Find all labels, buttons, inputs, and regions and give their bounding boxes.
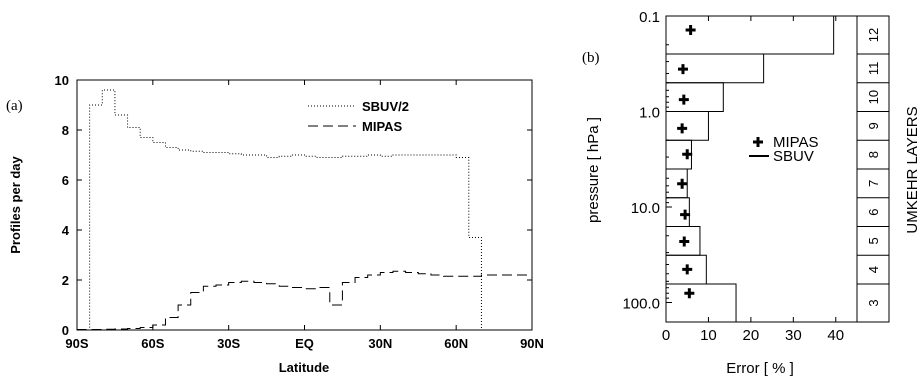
- sbuv-error-bar: [665, 283, 737, 323]
- umkehr-layer-label: 8: [866, 151, 881, 158]
- umkehr-layer-label: 5: [866, 237, 881, 244]
- mipas-marker: [678, 94, 689, 105]
- panel-b-frame: [665, 15, 858, 323]
- series-line-sbuv-2: [77, 89, 532, 331]
- b-y-tick-label: 100.0: [622, 296, 660, 313]
- panel-a-x-axis-label: Latitude: [279, 360, 330, 375]
- b-y-tick-label: 0.1: [639, 9, 660, 26]
- panel-b-y-axis-label: pressure [ hPa ]: [585, 117, 602, 223]
- panel-b-legend: MIPAS SBUV: [749, 134, 819, 165]
- umkehr-layer-label: 12: [866, 28, 881, 42]
- panel-a-series: [76, 89, 533, 331]
- umkehr-layer-labels: 3 4 5 6 7 8 9 10 11 12: [857, 15, 889, 307]
- panel-a-y-axis-label: Profiles per day: [8, 155, 23, 253]
- b-x-tick-label: 10: [700, 327, 717, 344]
- mipas-marker: [682, 149, 693, 160]
- mipas-marker: [677, 123, 688, 134]
- umkehr-layer-label: 10: [866, 90, 881, 104]
- umkehr-layer-label: 4: [866, 266, 881, 273]
- umkehr-layer-label: 7: [866, 180, 881, 187]
- panel-a-label: (a): [6, 98, 23, 114]
- panel-b-mipas-markers: [677, 24, 696, 299]
- sbuv-error-bar: [665, 82, 724, 113]
- b-x-tick-label: 40: [827, 327, 844, 344]
- panel-a-legend: SBUV/2 MIPAS: [308, 99, 409, 134]
- legend-mipas-label: MIPAS: [362, 119, 403, 134]
- legend-sbuv-label-b: SBUV: [773, 148, 814, 165]
- legend-mipas-label-b: MIPAS: [773, 134, 819, 151]
- mipas-marker: [684, 288, 695, 299]
- b-x-tick-label: 0: [662, 327, 670, 344]
- sbuv-error-bar: [665, 111, 709, 141]
- a-x-tick-label: 90N: [520, 336, 544, 351]
- panel-a-ticks: 90S 60S 30S EQ 30N 60N 90N 0 2 4 6 8 10: [55, 73, 544, 351]
- panel-a: (a) 90S 60S 30S EQ 30N 60N 90N 0 2 4 6 8 10 Profiles…: [6, 73, 544, 375]
- series-line-mipas: [76, 270, 533, 330]
- umkehr-layer-label: 9: [866, 122, 881, 129]
- panel-b-bars: [665, 15, 835, 323]
- a-x-tick-label: EQ: [295, 336, 314, 351]
- mipas-marker: [680, 209, 691, 220]
- a-x-tick-label: 60S: [141, 336, 164, 351]
- b-x-tick-label: 30: [785, 327, 802, 344]
- a-y-tick-label: 8: [62, 123, 69, 138]
- panel-b-ticks: 0 10 20 30 40 0.1 1.0 10.0 100.0: [622, 9, 844, 344]
- a-y-tick-label: 6: [62, 173, 69, 188]
- a-y-tick-label: 10: [55, 73, 69, 88]
- b-x-tick-label: 20: [743, 327, 760, 344]
- umkehr-layer-label: 6: [866, 209, 881, 216]
- mipas-marker: [682, 264, 693, 275]
- a-x-tick-label: 30N: [368, 336, 392, 351]
- umkehr-layers-axis-label: UMKEHR LAYERS: [904, 106, 921, 233]
- legend-plus-glyph: [753, 137, 763, 147]
- a-x-tick-label: 30S: [217, 336, 240, 351]
- panel-b: (b) 0 10 20 30 40 0.1 1.0 10.0 100.0 3 4 5 6 7 8 9 10 11…: [582, 9, 921, 377]
- sbuv-error-bar: [665, 15, 835, 55]
- a-x-tick-label: 60N: [444, 336, 468, 351]
- mipas-marker: [677, 64, 688, 75]
- a-y-tick-label: 0: [62, 323, 69, 338]
- legend-sbuv2-label: SBUV/2: [362, 99, 409, 114]
- mipas-marker: [685, 24, 696, 35]
- umkehr-layer-label: 11: [866, 62, 881, 76]
- legend-mipas-plus-icon: [753, 137, 763, 147]
- mipas-marker: [677, 178, 688, 189]
- mipas-marker: [679, 236, 690, 247]
- b-y-tick-label: 1.0: [639, 105, 660, 122]
- b-y-tick-label: 10.0: [631, 200, 660, 217]
- umkehr-layer-label: 3: [866, 299, 881, 306]
- panel-a-frame: [76, 79, 533, 331]
- a-y-tick-label: 2: [62, 273, 69, 288]
- a-x-tick-label: 90S: [65, 336, 88, 351]
- panel-b-x-axis-label: Error [ % ]: [726, 360, 794, 377]
- panel-b-label: (b): [582, 50, 600, 66]
- a-y-tick-label: 4: [62, 223, 70, 238]
